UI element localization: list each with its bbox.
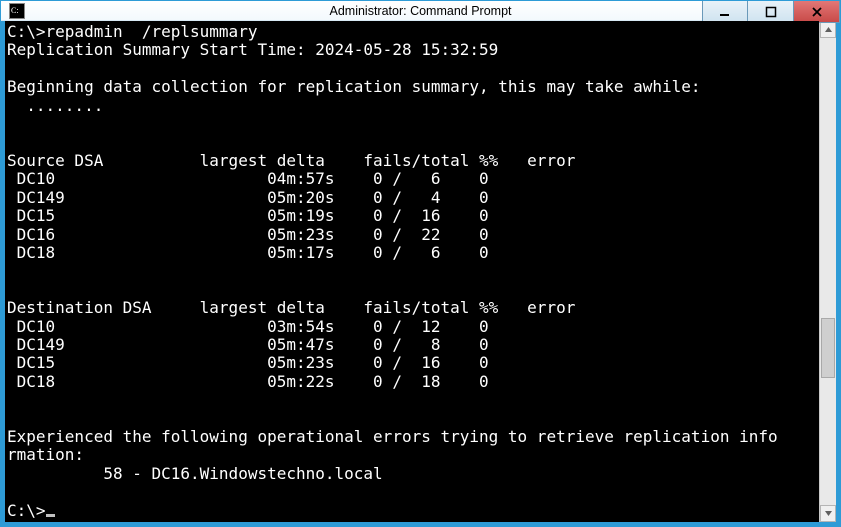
scrollbar-thumb[interactable] — [821, 318, 835, 378]
minimize-button[interactable] — [702, 1, 748, 23]
scroll-down-button[interactable] — [820, 505, 836, 522]
minimize-icon — [719, 6, 731, 18]
chevron-down-icon — [824, 509, 833, 518]
cmd-icon: C: — [9, 3, 25, 19]
maximize-icon — [765, 6, 777, 18]
command-prompt-window: C: Administrator: Command Prompt C:\>rep… — [0, 0, 841, 527]
maximize-button[interactable] — [748, 1, 794, 23]
scrollbar-track[interactable] — [820, 38, 836, 505]
chevron-up-icon — [824, 25, 833, 34]
window-title: Administrator: Command Prompt — [329, 4, 511, 18]
window-controls — [702, 1, 840, 23]
svg-text:C:: C: — [11, 6, 19, 15]
close-icon — [811, 6, 823, 18]
client-area: C:\>repadmin /replsummary Replication Su… — [1, 21, 840, 526]
close-button[interactable] — [794, 1, 840, 23]
titlebar[interactable]: C: Administrator: Command Prompt — [1, 1, 840, 21]
vertical-scrollbar[interactable] — [819, 21, 836, 522]
scroll-up-button[interactable] — [820, 21, 836, 38]
cursor — [46, 514, 55, 517]
terminal-output[interactable]: C:\>repadmin /replsummary Replication Su… — [5, 21, 819, 522]
